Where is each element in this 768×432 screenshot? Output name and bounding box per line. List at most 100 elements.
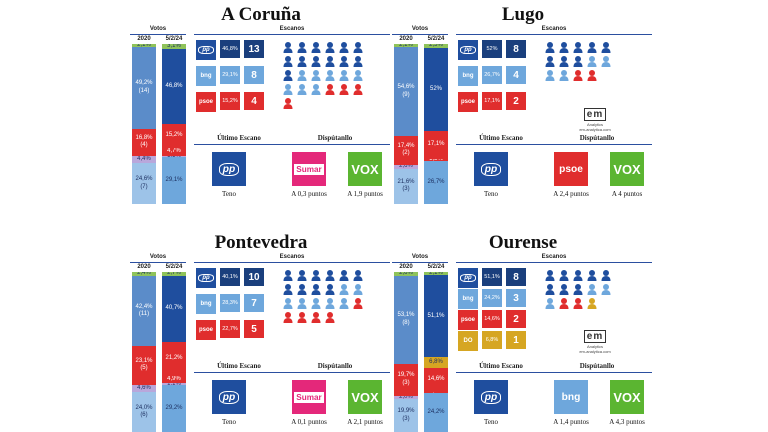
bar-segment: 52% — [424, 48, 448, 132]
em-logo-mark: em — [583, 108, 607, 121]
seat-person-icon — [353, 70, 363, 81]
bar-segment: 3,1% — [162, 44, 186, 49]
party-vote-pct: 28,3% — [220, 294, 240, 312]
party-seat-count: 5 — [244, 320, 264, 338]
contender-caption: A 1,4 puntos — [553, 418, 589, 426]
bar-segment: 24,6% (7) — [132, 163, 156, 204]
bar-2020: 2,1% 54,6% (9) 17,4% (2) 2,6% 21,6% (3) — [394, 44, 418, 204]
col-2020-label: 2020 — [137, 264, 151, 270]
seat-person-icon — [587, 70, 597, 81]
em-logo-sub: Analytics — [586, 344, 603, 349]
seat-grid — [545, 270, 611, 309]
party-seat-count: 8 — [506, 40, 526, 58]
bar-segment: 19,9% (3) — [394, 399, 418, 432]
seat-person-icon — [311, 270, 321, 281]
seat-person-icon — [545, 270, 555, 281]
col-2024-label: 5/2/24 — [165, 36, 183, 42]
party-logo-do: DO — [458, 331, 478, 351]
em-url: em-analytica.com — [579, 127, 611, 132]
bar-segment: 51,1% — [424, 275, 448, 358]
seat-person-icon — [325, 42, 335, 53]
party-vote-pct: 24,2% — [482, 289, 502, 307]
pp-logo-text: pp — [198, 46, 214, 54]
bottom-underline — [456, 372, 652, 373]
last-seat-header: Último Escano — [217, 362, 261, 370]
party-logo-bng: bng — [196, 294, 216, 314]
seat-person-icon — [339, 284, 349, 295]
seat-person-icon — [311, 42, 321, 53]
seat-person-icon — [325, 284, 335, 295]
do-logo-text: DO — [463, 338, 473, 344]
last-seat-header: Último Escano — [217, 134, 261, 142]
last-seat-logo: pp — [474, 380, 508, 414]
contender-logo-sumar: Sumar — [292, 152, 326, 186]
party-seat-count: 8 — [244, 66, 264, 84]
party-vote-pct: 52% — [482, 40, 502, 58]
votes-header: Votos — [149, 254, 167, 260]
party-vote-pct: 22,7% — [220, 320, 240, 338]
seat-person-icon — [353, 84, 363, 95]
seat-person-icon — [325, 70, 335, 81]
seat-person-icon — [353, 284, 363, 295]
seat-person-icon — [339, 270, 349, 281]
seat-person-icon — [545, 284, 555, 295]
bng-logo-text: bng — [200, 73, 212, 79]
contender-header: Dispútanllo — [579, 134, 615, 142]
bar-segment: 29,1% — [162, 157, 186, 204]
party-vote-pct: 29,1% — [220, 66, 240, 84]
party-vote-pct: 26,7% — [482, 66, 502, 84]
seat-person-icon — [587, 42, 597, 53]
seat-person-icon — [339, 42, 349, 53]
bar-segment: 4,6% — [132, 384, 156, 393]
panel-title: Pontevedra — [214, 232, 308, 253]
sumar-logo-text: Sumar — [294, 163, 324, 175]
party-vote-pct: 14,6% — [482, 310, 502, 328]
seat-person-icon — [587, 298, 597, 309]
last-seat-logo: pp — [212, 152, 246, 186]
seat-person-icon — [283, 312, 293, 323]
bar-2024: 2,5%52%17,1%1,3%0,3%26,7% — [424, 44, 448, 204]
last-seat-header: Último Escano — [479, 362, 523, 370]
bottom-underline — [194, 372, 390, 373]
seat-person-icon — [573, 70, 583, 81]
bar-segment: 49,2% (14) — [132, 47, 156, 129]
contender-logo-vox: VOX — [610, 152, 644, 186]
bar-2020: 2,4% 42,4% (11) 23,1% (5) 4,6% 24,0% (6) — [132, 272, 156, 432]
votes-underline — [130, 34, 186, 35]
seat-person-icon — [601, 284, 611, 295]
seat-person-icon — [601, 56, 611, 67]
party-logo-psoe: psoe — [196, 92, 216, 112]
bar-segment: 4,9% — [162, 375, 186, 384]
seat-person-icon — [311, 284, 321, 295]
bar-segment: 1,1% — [162, 383, 186, 386]
contender-logo-vox: VOX — [348, 152, 382, 186]
contender-logo-sumar: Sumar — [292, 380, 326, 414]
bar-segment: 16,8% (4) — [132, 128, 156, 157]
bar-segment: 40,7% — [162, 276, 186, 342]
seat-person-icon — [297, 284, 307, 295]
pp-logo-text: pp — [218, 390, 240, 404]
bar-segment: 26,7% — [424, 161, 448, 204]
party-logo-pp: pp — [458, 40, 478, 60]
party-seat-count: 13 — [244, 40, 264, 58]
em-logo-mark: em — [583, 330, 607, 343]
votes-underline — [130, 262, 186, 263]
seat-person-icon — [297, 270, 307, 281]
bng-logo-text: bng — [200, 301, 212, 307]
contender-caption: A 1,9 puntos — [347, 190, 383, 198]
seat-person-icon — [587, 284, 597, 295]
seat-person-icon — [339, 56, 349, 67]
panel-2: Pontevedra Votos 2020 5/2/24 2,4% 42,4% (11) 2… — [130, 232, 392, 432]
em-url: em-analytica.com — [579, 349, 611, 354]
bar-segment: 4,4% — [132, 156, 156, 164]
seat-person-icon — [297, 298, 307, 309]
seat-person-icon — [545, 70, 555, 81]
seat-person-icon — [545, 298, 555, 309]
pp-logo-text: pp — [460, 46, 476, 54]
party-vote-pct: 51,1% — [482, 268, 502, 286]
contender-logo-psoe: psoe — [554, 152, 588, 186]
bar-2024: 2,7%40,7%21,2%4,9%1,1%29,2% — [162, 272, 186, 432]
em-analytics-logo: em Analytics em-analytica.com — [578, 326, 612, 354]
party-vote-pct: 17,1% — [482, 92, 502, 110]
seat-person-icon — [283, 270, 293, 281]
